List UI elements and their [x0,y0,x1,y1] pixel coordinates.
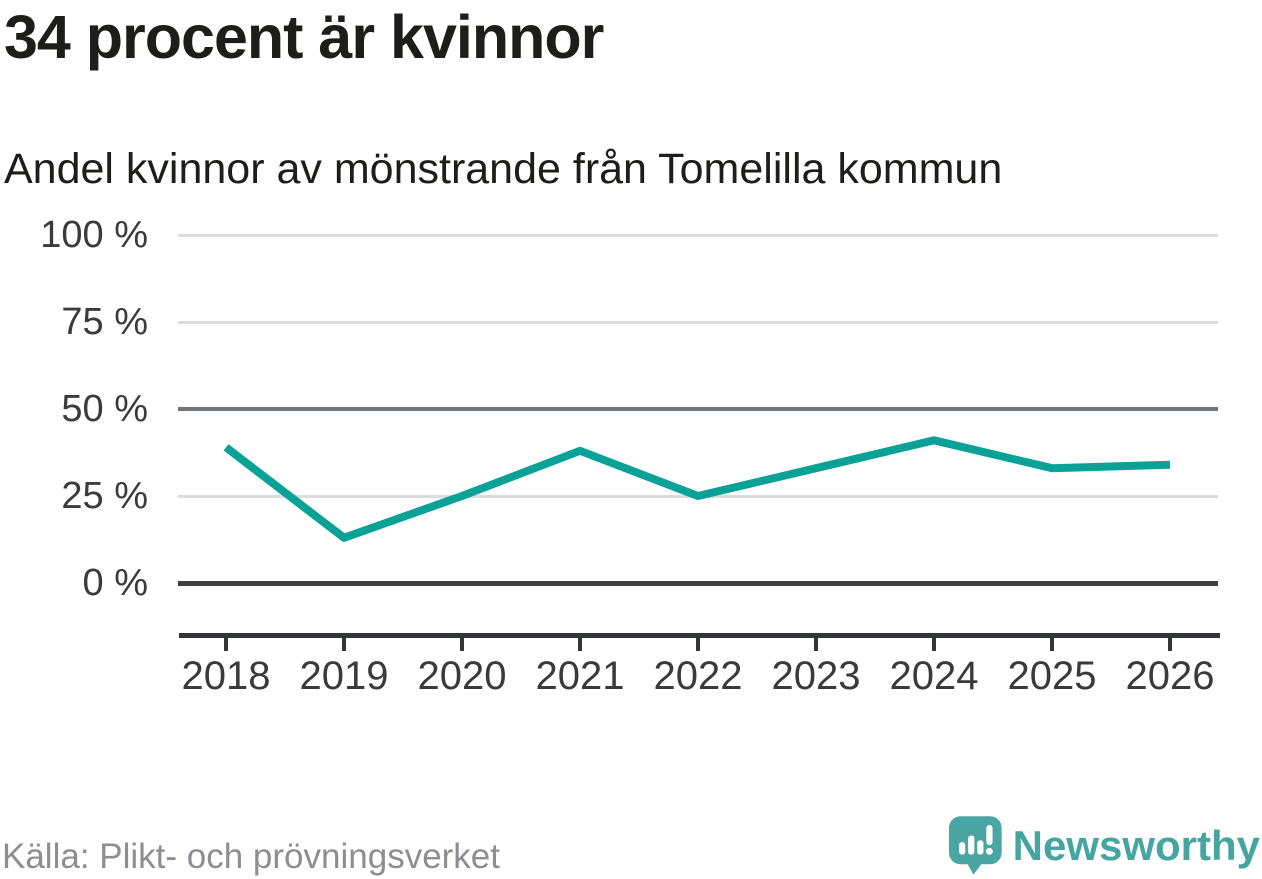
x-axis-tick-label: 2022 [653,654,743,698]
y-axis-tick-label: 75 % [61,301,148,343]
x-axis-tick-label: 2020 [417,654,507,698]
y-axis-tick-label: 50 % [61,388,148,430]
newsworthy-logo-icon [948,816,1002,875]
logo-bar-3 [977,840,984,855]
gridline [178,234,1218,237]
speech-bubble-tail [966,861,984,875]
logo-exclamation-dot [985,847,993,855]
x-axis-tick [696,636,700,651]
logo-exclamation-bar [986,824,993,846]
x-axis-tick-label: 2025 [1007,654,1097,698]
x-axis-line [179,633,1220,638]
x-axis-tick [460,636,464,651]
y-axis-tick-label: 25 % [61,475,148,517]
x-axis-tick-label: 2026 [1125,654,1215,698]
newsworthy-brand: Newsworthy [948,814,1260,878]
x-axis-tick [814,636,818,651]
newsworthy-wordmark: Newsworthy [1012,822,1260,869]
y-axis-tick-label: 100 % [40,214,148,256]
x-axis-tick-label: 2019 [299,654,389,698]
gridline [178,321,1218,324]
speech-bubble-shape [948,816,1002,865]
logo-bar-2 [968,835,975,855]
gridline [178,407,1218,411]
series-line [223,436,1171,542]
x-axis-tick-label: 2023 [771,654,861,698]
logo-bar-1 [959,842,966,855]
y-axis-tick-label: 0 % [82,562,148,604]
x-axis-tick [1050,636,1054,651]
x-axis-tick [342,636,346,651]
x-axis-tick [1168,636,1172,651]
x-axis-tick-label: 2021 [535,654,625,698]
x-axis-tick [224,636,228,651]
x-axis-tick [932,636,936,651]
page-title: 34 procent är kvinnor [4,3,604,71]
source-note: Källa: Plikt- och prövningsverket [2,837,500,876]
x-axis-tick [578,636,582,651]
x-axis-tick-label: 2024 [889,654,979,698]
gridline [178,581,1218,586]
x-axis-tick-label: 2018 [181,654,271,698]
chart-subtitle: Andel kvinnor av mönstrande från Tomelil… [4,145,1003,193]
